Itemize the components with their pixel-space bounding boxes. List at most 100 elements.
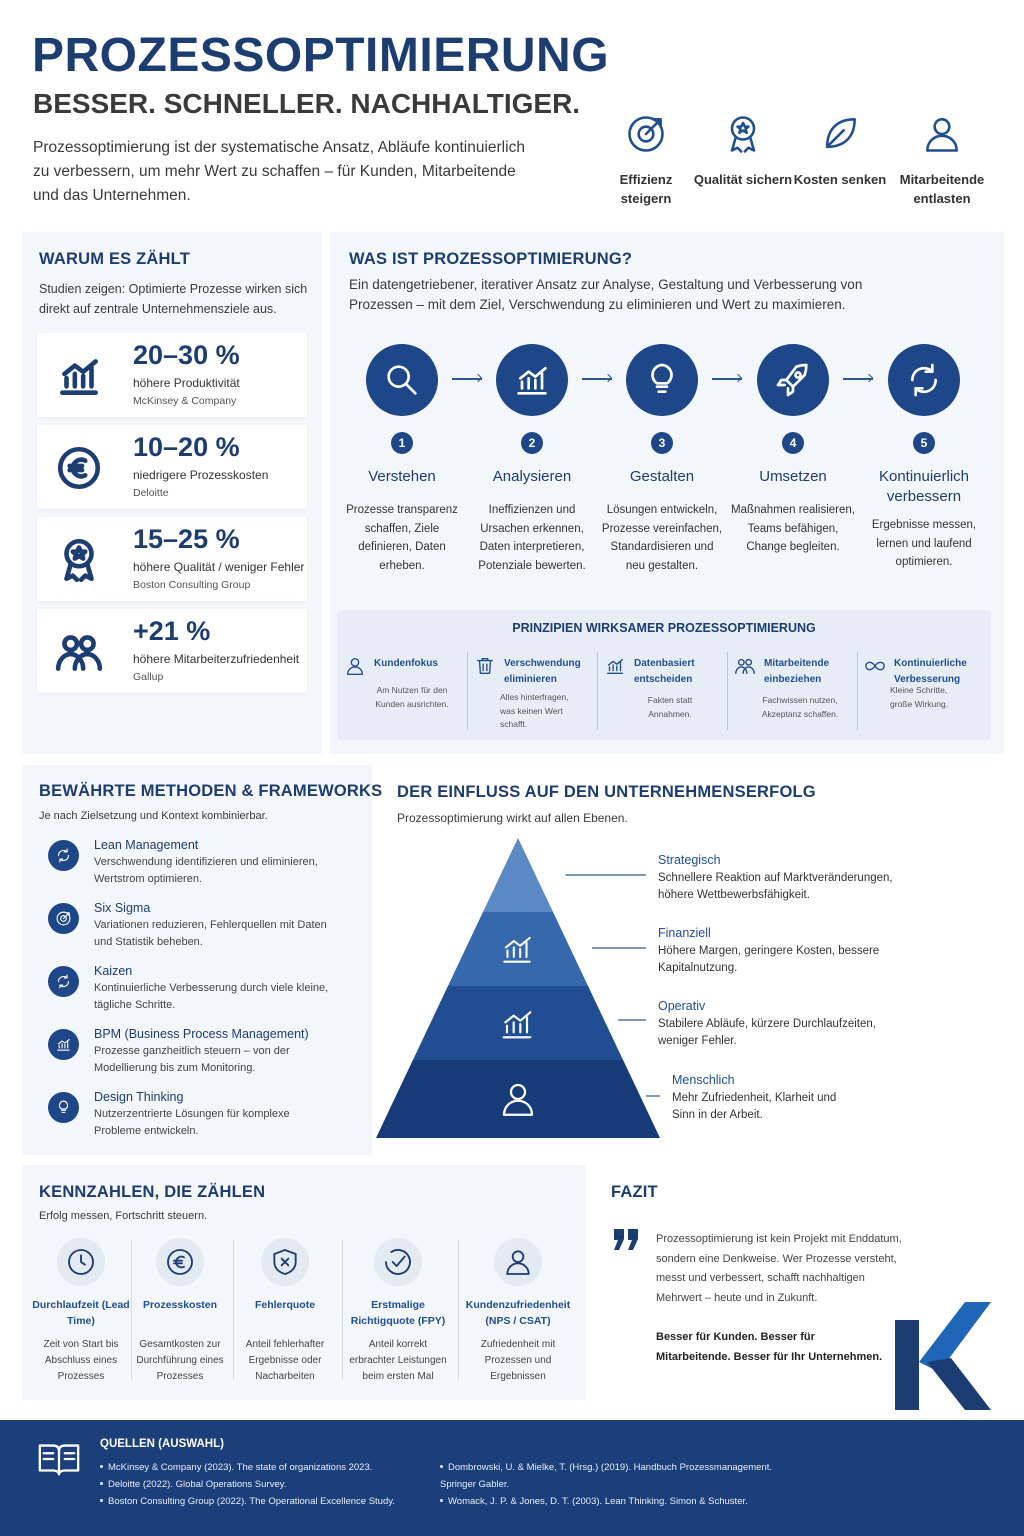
bullet bbox=[100, 1464, 103, 1468]
level-title: Operativ bbox=[658, 999, 706, 1013]
step-title: Verstehen bbox=[368, 468, 436, 485]
separator bbox=[597, 652, 598, 730]
method-text: Verschwendung identifizieren und elimini… bbox=[94, 856, 318, 885]
section-intro: Prozessoptimierung wirkt auf allen Ebene… bbox=[397, 811, 628, 825]
icon bbox=[730, 116, 756, 153]
step-number: 1 bbox=[391, 432, 413, 454]
kpi-title: Fehlerquote bbox=[254, 1299, 316, 1311]
source-item: Boston Consulting Group (2022). The Oper… bbox=[100, 1493, 430, 1510]
source-item: Dombrowski, U. & Mielke, T. (Hrsg.) (201… bbox=[440, 1459, 790, 1493]
icon bbox=[57, 974, 70, 989]
method-title: Six Sigma bbox=[94, 901, 151, 915]
subtitle: BESSER. SCHNELLER. NACHHALTIGER. bbox=[33, 88, 581, 119]
icon bbox=[68, 1249, 94, 1275]
source-text: Boston Consulting Group (2022). The Oper… bbox=[108, 1496, 395, 1507]
step-arrow bbox=[452, 378, 482, 380]
source-item: Deloitte (2022). Global Operations Surve… bbox=[100, 1476, 430, 1493]
icon-part bbox=[914, 363, 934, 397]
step-number: 3 bbox=[651, 432, 673, 454]
step-arrow bbox=[843, 378, 873, 380]
icon-part bbox=[517, 367, 547, 395]
icon bbox=[57, 848, 70, 863]
icon bbox=[735, 658, 755, 675]
principle-title: Verschwendung eliminieren bbox=[504, 658, 581, 685]
kpi-text: Anteil fehlerhafter Ergebnisse oder Nach… bbox=[245, 1339, 325, 1382]
pyramid-level bbox=[482, 838, 554, 912]
icon-part bbox=[606, 658, 624, 675]
icon-part bbox=[78, 635, 96, 653]
principle-title: Mitarbeitende einbeziehen bbox=[764, 658, 830, 685]
stat-value: 10–20 % bbox=[133, 432, 240, 462]
step-circle bbox=[496, 344, 568, 416]
icon-part bbox=[385, 1249, 411, 1275]
step-number: 2 bbox=[521, 432, 543, 454]
section-title: WAS IST PROZESSOPTIMIERUNG? bbox=[349, 250, 633, 268]
method-icon bbox=[48, 1092, 79, 1123]
step-text: Maßnahmen realisieren, Teams befähigen, … bbox=[731, 504, 856, 553]
icon bbox=[825, 118, 856, 149]
panel bbox=[22, 765, 372, 1155]
bullet bbox=[440, 1498, 443, 1502]
conclusion-closing: Besser für Kunden. Besser für Mitarbeite… bbox=[656, 1331, 883, 1363]
step-text: Ergebnisse messen, lernen und laufend op… bbox=[871, 519, 977, 568]
conclusion-quote: Prozessoptimierung ist kein Projekt mit … bbox=[656, 1233, 902, 1304]
source-text: Deloitte (2022). Global Operations Surve… bbox=[108, 1479, 287, 1490]
icon-part bbox=[927, 1358, 991, 1410]
icon bbox=[60, 359, 98, 395]
icon-part bbox=[56, 911, 71, 926]
icon bbox=[64, 538, 94, 583]
principle-text: Am Nutzen für den Kunden ausrichten. bbox=[375, 685, 449, 709]
icon-part bbox=[55, 651, 103, 671]
icon-part bbox=[506, 1262, 530, 1275]
step-circle bbox=[757, 344, 829, 416]
icon bbox=[910, 363, 938, 397]
icon-part bbox=[387, 365, 410, 388]
icon-part bbox=[933, 118, 951, 136]
goal-label: Kosten senken bbox=[793, 172, 887, 187]
icon-part bbox=[895, 1320, 919, 1410]
icon-part bbox=[614, 1229, 638, 1250]
icon-part bbox=[59, 848, 68, 863]
stat-label: höhere Produktivität bbox=[133, 376, 240, 390]
icon-part bbox=[62, 912, 70, 920]
step-number: 5 bbox=[913, 432, 935, 454]
method-text: Kontinuierliche Verbesserung durch viele… bbox=[94, 982, 329, 1011]
kpi-title: Erstmalige Richtigquote (FPY) bbox=[350, 1299, 446, 1327]
icon bbox=[926, 118, 958, 152]
icon-part bbox=[405, 383, 417, 395]
separator bbox=[467, 652, 468, 730]
kpi-title: Durchlaufzeit (Lead Time) bbox=[32, 1299, 130, 1327]
section-title: BEWÄHRTE METHODEN & FRAMEWORKS bbox=[39, 782, 383, 800]
principle-text: Alles hinterfragen, was keinen Wert scha… bbox=[500, 692, 569, 729]
level-text: Höhere Margen, geringere Kosten, bessere… bbox=[658, 945, 880, 974]
icon-part bbox=[58, 1100, 69, 1114]
principles-title: PRINZIPIEN WIRKSAMER PROZESSOPTIMIERUNG bbox=[512, 621, 816, 635]
icon bbox=[167, 1249, 193, 1275]
level-title: Menschlich bbox=[672, 1073, 735, 1087]
level-text: Mehr Zufriedenheit, Klarheit und Sinn in… bbox=[672, 1092, 837, 1121]
logo bbox=[895, 1302, 991, 1410]
intro: Prozessoptimierung ist der systematische… bbox=[33, 139, 525, 204]
method-text: Nutzerzentrierte Lösungen für komplexe P… bbox=[94, 1108, 290, 1137]
stat-value: 15–25 % bbox=[133, 524, 240, 554]
icon-part bbox=[926, 134, 958, 152]
icon-part bbox=[794, 371, 802, 379]
icon bbox=[38, 1444, 80, 1476]
stat-label: höhere Mitarbeiterzufriedenheit bbox=[133, 652, 300, 666]
step-number: 4 bbox=[782, 432, 804, 454]
stat-label: niedrigere Prozesskosten bbox=[133, 468, 269, 482]
icon-part bbox=[346, 666, 364, 675]
icon bbox=[57, 1038, 70, 1051]
icon-part bbox=[910, 366, 938, 394]
method-title: Kaizen bbox=[94, 964, 133, 978]
title: PROZESSOPTIMIERUNG bbox=[32, 29, 610, 82]
icon-part bbox=[776, 378, 795, 397]
separator bbox=[458, 1240, 459, 1380]
icon-part bbox=[60, 359, 98, 395]
principle-text: Kleine Schritte, große Wirkung. bbox=[890, 685, 949, 709]
level-title: Finanziell bbox=[658, 926, 711, 940]
icon-part bbox=[42, 1452, 76, 1461]
icon-part bbox=[173, 1255, 185, 1269]
icon bbox=[517, 367, 547, 395]
